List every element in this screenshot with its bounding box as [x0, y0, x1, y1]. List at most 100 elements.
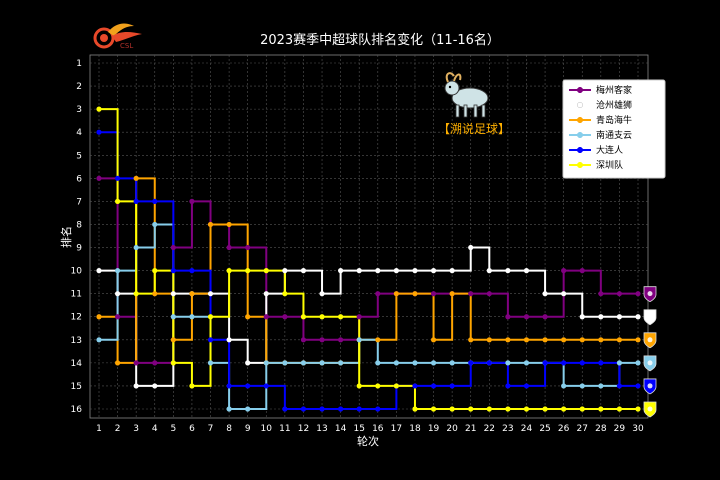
x-tick-label: 29: [614, 424, 626, 434]
data-point: [430, 291, 437, 297]
data-point: [300, 360, 307, 366]
data-point: [226, 337, 232, 343]
data-point: [300, 268, 307, 274]
data-point: [282, 406, 288, 412]
logo-flame: [108, 23, 134, 36]
data-point: [616, 406, 623, 412]
data-point: [263, 314, 269, 320]
x-tick-label: 28: [595, 424, 607, 434]
legend-entry: 深圳队: [596, 159, 623, 171]
data-point: [114, 291, 121, 297]
data-point: [319, 406, 325, 412]
data-point: [598, 406, 604, 412]
data-point: [635, 383, 641, 389]
data-point: [170, 291, 176, 297]
x-tick-label: 26: [558, 424, 570, 434]
data-point: [170, 314, 176, 320]
data-point: [300, 406, 307, 412]
data-point: [226, 221, 232, 228]
data-point: [338, 406, 344, 412]
data-point: [282, 268, 288, 274]
y-tick-label: 16: [71, 405, 83, 415]
data-point: [189, 198, 195, 204]
data-point: [468, 337, 474, 343]
x-tick-label: 19: [428, 424, 440, 434]
y-tick-label: 13: [71, 336, 82, 346]
data-point: [523, 337, 530, 343]
legend-marker: [576, 101, 584, 109]
data-point: [245, 383, 251, 389]
data-point: [263, 360, 269, 366]
logo-lettering: CSL: [120, 42, 133, 50]
team-badge-icon: [643, 401, 657, 418]
legend-marker: [576, 161, 584, 169]
data-point: [449, 383, 455, 389]
data-point: [505, 406, 511, 412]
data-point: [282, 291, 288, 297]
x-tick-label: 21: [465, 424, 476, 434]
watermark-label: 【溯说足球】: [438, 121, 510, 136]
data-point: [523, 268, 530, 274]
data-point: [449, 406, 455, 412]
data-point: [430, 406, 437, 412]
data-point: [226, 268, 232, 274]
x-tick-label: 20: [446, 424, 458, 434]
data-point: [468, 360, 474, 366]
x-tick-label: 8: [226, 424, 232, 434]
data-point: [170, 337, 176, 343]
data-point: [133, 360, 139, 366]
data-point: [114, 360, 121, 366]
data-point: [207, 314, 214, 320]
data-point: [542, 291, 548, 297]
data-point: [375, 360, 381, 366]
data-point: [152, 221, 158, 228]
y-tick-label: 2: [76, 82, 82, 92]
data-point: [96, 175, 102, 181]
data-point: [561, 268, 567, 274]
data-point: [96, 314, 102, 320]
y-tick-label: 9: [76, 244, 82, 254]
data-point: [635, 314, 641, 320]
data-point: [468, 406, 474, 412]
goat-icon: [444, 72, 489, 118]
data-point: [96, 129, 102, 135]
data-point: [338, 314, 344, 320]
data-point: [189, 291, 195, 297]
data-point: [226, 383, 232, 389]
data-point: [523, 314, 530, 320]
x-tick-label: 1: [96, 424, 102, 434]
data-point: [486, 406, 492, 412]
data-point: [430, 360, 437, 366]
x-tick-label: 6: [189, 424, 195, 434]
data-point: [207, 221, 214, 228]
data-point: [561, 360, 567, 366]
csl-logo: CSL: [93, 23, 142, 50]
logo-ring-outer: [93, 27, 115, 49]
x-tick-label: 2: [115, 424, 121, 434]
x-tick-label: 15: [353, 424, 364, 434]
data-point: [579, 314, 585, 320]
team-badge-icon: [643, 309, 657, 326]
data-point: [96, 337, 102, 343]
data-point: [635, 360, 641, 366]
data-point: [189, 383, 195, 389]
data-point: [356, 268, 362, 274]
data-point: [393, 291, 399, 297]
data-point: [393, 360, 399, 366]
data-point: [430, 268, 437, 274]
logo-flame-2: [112, 32, 142, 42]
series-line: [99, 108, 638, 410]
data-point: [468, 291, 474, 297]
legend-entry: 梅州客家: [596, 84, 632, 96]
data-point: [300, 337, 307, 343]
data-point: [319, 337, 325, 343]
data-point: [635, 337, 641, 343]
legend-marker: [576, 86, 584, 94]
data-point: [598, 314, 604, 320]
data-point: [300, 314, 307, 320]
x-tick-label: 27: [577, 424, 588, 434]
data-point: [375, 383, 381, 389]
data-point: [152, 268, 158, 274]
